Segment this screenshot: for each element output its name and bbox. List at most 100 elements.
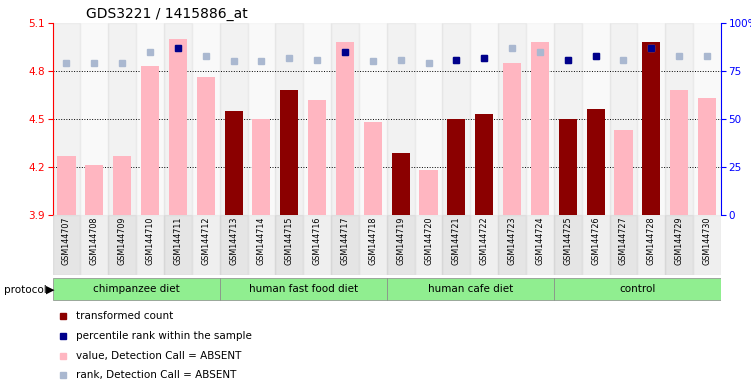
Text: GSM144722: GSM144722 (480, 217, 489, 265)
Bar (108, 23, 136, 215)
Bar (638, 215, 665, 275)
Bar (197, 78, 215, 215)
Text: GSM144728: GSM144728 (647, 217, 656, 265)
Text: GSM144721: GSM144721 (452, 217, 461, 265)
Text: human cafe diet: human cafe diet (427, 284, 513, 294)
Text: GSM144723: GSM144723 (508, 217, 517, 265)
Bar (642, 42, 660, 215)
Bar (638, 23, 665, 215)
Bar (192, 23, 219, 215)
Bar (470, 23, 498, 215)
Bar (359, 215, 387, 275)
Text: rank, Detection Call = ABSENT: rank, Detection Call = ABSENT (76, 370, 237, 380)
Bar (554, 23, 582, 215)
Bar (665, 23, 693, 215)
Bar (359, 23, 387, 215)
Text: GSM144725: GSM144725 (563, 217, 572, 265)
Bar (665, 215, 693, 275)
Bar (610, 23, 638, 215)
Bar (225, 111, 243, 215)
Bar (559, 119, 577, 215)
Bar (280, 90, 298, 215)
Bar (53, 215, 80, 275)
Bar (420, 170, 438, 215)
Bar (448, 119, 466, 215)
Bar (582, 23, 610, 215)
Bar (276, 23, 303, 215)
Bar (57, 156, 76, 215)
Bar (280, 90, 298, 215)
Text: transformed count: transformed count (76, 311, 173, 321)
Bar (498, 23, 526, 215)
Bar (363, 122, 382, 215)
Bar (248, 215, 276, 275)
Bar (553, 278, 721, 300)
Text: ▶: ▶ (46, 285, 54, 295)
Bar (219, 215, 248, 275)
Text: control: control (620, 284, 656, 294)
Bar (610, 215, 638, 275)
Text: GSM144716: GSM144716 (312, 217, 321, 265)
Bar (113, 156, 131, 215)
Bar (225, 111, 243, 215)
Bar (526, 23, 554, 215)
Bar (448, 119, 466, 215)
Bar (308, 100, 326, 215)
Text: GSM144719: GSM144719 (397, 217, 406, 265)
Text: GSM144715: GSM144715 (285, 217, 294, 265)
Bar (164, 23, 192, 215)
Bar (387, 23, 415, 215)
Bar (336, 42, 354, 215)
Bar (303, 215, 331, 275)
Bar (526, 215, 554, 275)
Bar (276, 215, 303, 275)
Bar (442, 215, 470, 275)
Bar (219, 23, 248, 215)
Bar (693, 23, 721, 215)
Bar (415, 23, 442, 215)
Bar (391, 152, 410, 215)
Bar (475, 114, 493, 215)
Bar (391, 152, 410, 215)
Bar (559, 119, 577, 215)
Bar (553, 215, 582, 275)
Bar (252, 119, 270, 215)
Bar (614, 130, 632, 215)
Bar (503, 63, 521, 215)
Text: GSM144710: GSM144710 (146, 217, 155, 265)
Bar (670, 90, 688, 215)
Text: human fast food diet: human fast food diet (249, 284, 357, 294)
Bar (415, 215, 442, 275)
Bar (698, 98, 716, 215)
Bar (470, 215, 498, 275)
Bar (587, 109, 605, 215)
Bar (693, 215, 721, 275)
Text: GDS3221 / 1415886_at: GDS3221 / 1415886_at (86, 7, 248, 21)
Bar (582, 215, 610, 275)
Bar (169, 39, 187, 215)
Bar (642, 42, 660, 215)
Text: GSM144718: GSM144718 (368, 217, 377, 265)
Text: GSM144730: GSM144730 (702, 217, 711, 265)
Bar (141, 66, 159, 215)
Text: GSM144714: GSM144714 (257, 217, 266, 265)
Text: GSM144709: GSM144709 (118, 217, 127, 265)
Bar (587, 109, 605, 215)
Text: GSM144717: GSM144717 (340, 217, 349, 265)
Bar (192, 215, 219, 275)
Bar (303, 23, 331, 215)
Bar (331, 23, 359, 215)
Bar (531, 42, 549, 215)
Text: percentile rank within the sample: percentile rank within the sample (76, 331, 252, 341)
Bar (53, 23, 80, 215)
Bar (219, 278, 387, 300)
Bar (136, 215, 164, 275)
Bar (442, 23, 470, 215)
Text: GSM144727: GSM144727 (619, 217, 628, 265)
Text: value, Detection Call = ABSENT: value, Detection Call = ABSENT (76, 351, 241, 361)
Text: GSM144707: GSM144707 (62, 217, 71, 265)
Text: GSM144708: GSM144708 (90, 217, 99, 265)
Text: GSM144713: GSM144713 (229, 217, 238, 265)
Text: GSM144724: GSM144724 (535, 217, 544, 265)
Bar (136, 23, 164, 215)
